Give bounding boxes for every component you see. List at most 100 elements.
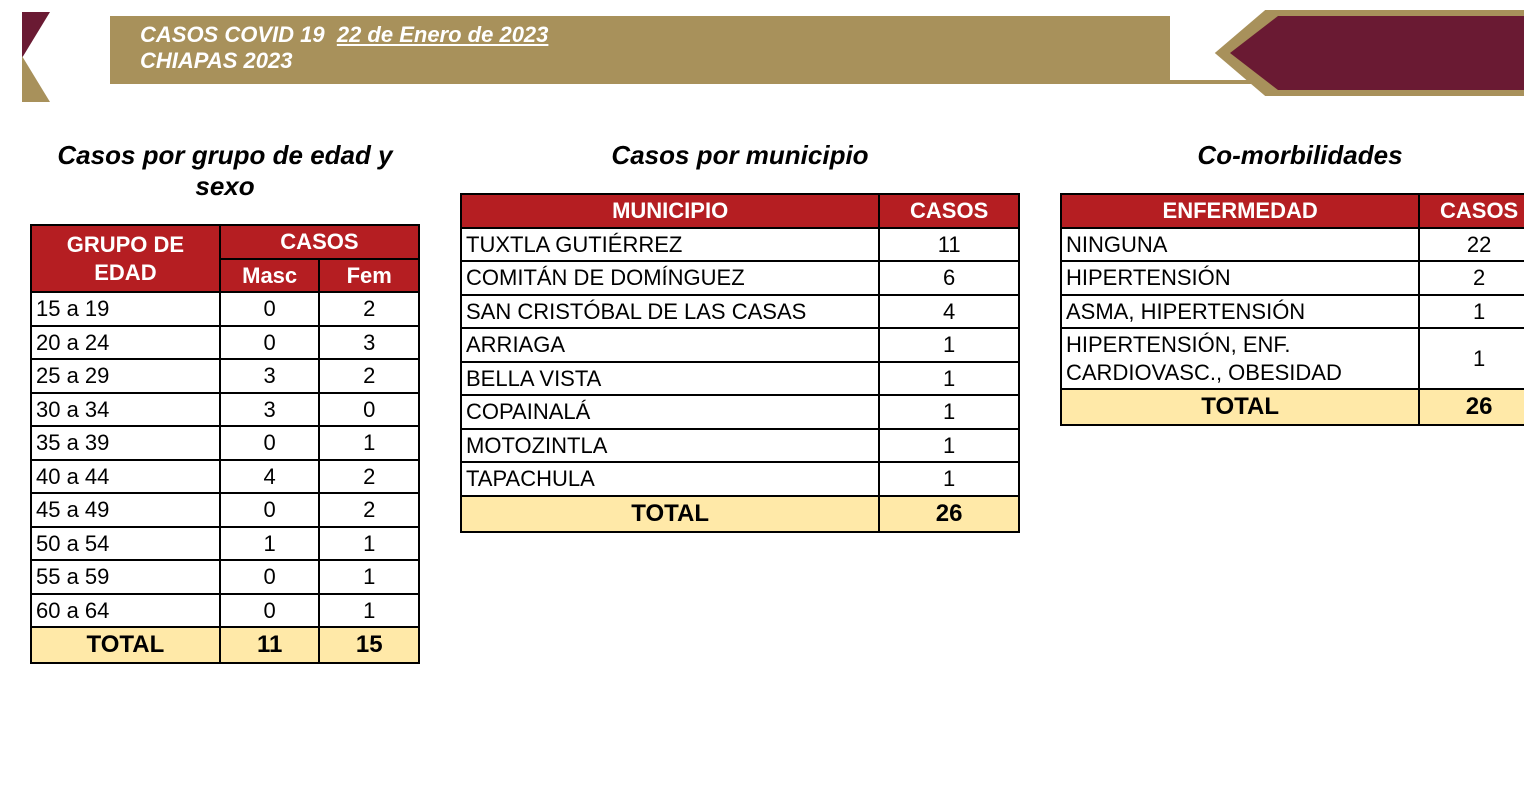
table-row: BELLA VISTA1 xyxy=(461,362,1019,396)
age-cell-fem: 2 xyxy=(319,493,419,527)
age-cell-fem: 2 xyxy=(319,460,419,494)
age-cell-fem: 3 xyxy=(319,326,419,360)
age-cell-masc: 0 xyxy=(220,326,320,360)
table-row: MOTOZINTLA1 xyxy=(461,429,1019,463)
age-cell-fem: 1 xyxy=(319,594,419,628)
age-cell-masc: 3 xyxy=(220,393,320,427)
left-corner-decor xyxy=(22,12,62,102)
age-total-label: TOTAL xyxy=(31,627,220,663)
age-total-masc: 11 xyxy=(220,627,320,663)
age-cell-fem: 2 xyxy=(319,292,419,326)
table-row: COPAINALÁ1 xyxy=(461,395,1019,429)
muni-cell-cases: 1 xyxy=(879,362,1019,396)
age-cell-masc: 3 xyxy=(220,359,320,393)
muni-total-row: TOTAL26 xyxy=(461,496,1019,532)
age-cell-masc: 0 xyxy=(220,493,320,527)
age-th-group: GRUPO DE EDAD xyxy=(31,225,220,292)
table-row: COMITÁN DE DOMÍNGUEZ6 xyxy=(461,261,1019,295)
age-cell-fem: 1 xyxy=(319,560,419,594)
muni-th-cases: CASOS xyxy=(879,194,1019,228)
muni-cell-cases: 1 xyxy=(879,328,1019,362)
table-row: 25 a 2932 xyxy=(31,359,419,393)
panel-age-sex: Casos por grupo de edad y sexo GRUPO DE … xyxy=(30,140,420,664)
age-cell-group: 50 a 54 xyxy=(31,527,220,561)
muni-table: MUNICIPIO CASOS TUXTLA GUTIÉRREZ11COMITÁ… xyxy=(460,193,1020,533)
age-cell-group: 25 a 29 xyxy=(31,359,220,393)
muni-cell-cases: 4 xyxy=(879,295,1019,329)
com-total-value: 26 xyxy=(1419,389,1524,425)
age-cell-group: 35 a 39 xyxy=(31,426,220,460)
muni-cell-cases: 1 xyxy=(879,429,1019,463)
muni-cell-name: MOTOZINTLA xyxy=(461,429,879,463)
age-cell-fem: 0 xyxy=(319,393,419,427)
age-total-row: TOTAL1115 xyxy=(31,627,419,663)
muni-cell-cases: 6 xyxy=(879,261,1019,295)
age-cell-group: 20 a 24 xyxy=(31,326,220,360)
com-th-enf: ENFERMEDAD xyxy=(1061,194,1419,228)
table-row: 55 a 5901 xyxy=(31,560,419,594)
header-band: CASOS COVID 19 22 de Enero de 2023 CHIAP… xyxy=(60,16,1524,92)
age-cell-group: 55 a 59 xyxy=(31,560,220,594)
header-gold-bar: CASOS COVID 19 22 de Enero de 2023 CHIAP… xyxy=(110,16,1170,80)
age-cell-masc: 0 xyxy=(220,292,320,326)
age-cell-fem: 1 xyxy=(319,426,419,460)
com-total-row: TOTAL26 xyxy=(1061,389,1524,425)
muni-th-name: MUNICIPIO xyxy=(461,194,879,228)
table-row: HIPERTENSIÓN2 xyxy=(1061,261,1524,295)
age-total-fem: 15 xyxy=(319,627,419,663)
panel-municipio: Casos por municipio MUNICIPIO CASOS TUXT… xyxy=(460,140,1020,533)
age-cell-group: 15 a 19 xyxy=(31,292,220,326)
muni-cell-name: TUXTLA GUTIÉRREZ xyxy=(461,228,879,262)
table-row: 15 a 1902 xyxy=(31,292,419,326)
muni-cell-name: TAPACHULA xyxy=(461,462,879,496)
table-row: ARRIAGA1 xyxy=(461,328,1019,362)
table-row: NINGUNA22 xyxy=(1061,228,1524,262)
age-cell-group: 30 a 34 xyxy=(31,393,220,427)
header-sub: CHIAPAS 2023 xyxy=(140,48,1150,74)
content-area: Casos por grupo de edad y sexo GRUPO DE … xyxy=(30,140,1504,664)
muni-cell-name: COMITÁN DE DOMÍNGUEZ xyxy=(461,261,879,295)
table-row: 40 a 4442 xyxy=(31,460,419,494)
header-prefix: CASOS COVID 19 xyxy=(140,22,325,47)
table-row: TAPACHULA1 xyxy=(461,462,1019,496)
muni-cell-name: SAN CRISTÓBAL DE LAS CASAS xyxy=(461,295,879,329)
age-th-cases: CASOS xyxy=(220,225,419,259)
muni-cell-cases: 11 xyxy=(879,228,1019,262)
com-cell-name: HIPERTENSIÓN xyxy=(1061,261,1419,295)
age-title: Casos por grupo de edad y sexo xyxy=(30,140,420,202)
table-row: TUXTLA GUTIÉRREZ11 xyxy=(461,228,1019,262)
com-cell-cases: 1 xyxy=(1419,328,1524,389)
age-th-masc: Masc xyxy=(220,259,320,293)
age-cell-group: 40 a 44 xyxy=(31,460,220,494)
muni-title: Casos por municipio xyxy=(611,140,868,171)
age-cell-masc: 0 xyxy=(220,594,320,628)
com-total-label: TOTAL xyxy=(1061,389,1419,425)
table-row: 60 a 6401 xyxy=(31,594,419,628)
table-row: SAN CRISTÓBAL DE LAS CASAS4 xyxy=(461,295,1019,329)
table-row: 30 a 3430 xyxy=(31,393,419,427)
com-table: ENFERMEDAD CASOS NINGUNA22HIPERTENSIÓN2A… xyxy=(1060,193,1524,426)
table-row: HIPERTENSIÓN, ENF. CARDIOVASC., OBESIDAD… xyxy=(1061,328,1524,389)
muni-cell-name: COPAINALÁ xyxy=(461,395,879,429)
com-cell-cases: 22 xyxy=(1419,228,1524,262)
muni-cell-name: BELLA VISTA xyxy=(461,362,879,396)
age-cell-group: 45 a 49 xyxy=(31,493,220,527)
age-th-fem: Fem xyxy=(319,259,419,293)
com-cell-name: HIPERTENSIÓN, ENF. CARDIOVASC., OBESIDAD xyxy=(1061,328,1419,389)
com-cell-cases: 1 xyxy=(1419,295,1524,329)
table-row: 35 a 3901 xyxy=(31,426,419,460)
header-arrow xyxy=(1114,10,1524,96)
table-row: ASMA, HIPERTENSIÓN1 xyxy=(1061,295,1524,329)
com-cell-name: ASMA, HIPERTENSIÓN xyxy=(1061,295,1419,329)
panel-comorb: Co-morbilidades ENFERMEDAD CASOS NINGUNA… xyxy=(1060,140,1524,426)
age-cell-masc: 0 xyxy=(220,560,320,594)
com-title: Co-morbilidades xyxy=(1197,140,1402,171)
muni-total-label: TOTAL xyxy=(461,496,879,532)
age-cell-masc: 4 xyxy=(220,460,320,494)
muni-cell-cases: 1 xyxy=(879,462,1019,496)
com-cell-name: NINGUNA xyxy=(1061,228,1419,262)
age-cell-masc: 1 xyxy=(220,527,320,561)
muni-cell-cases: 1 xyxy=(879,395,1019,429)
header-date: 22 de Enero de 2023 xyxy=(337,22,549,47)
com-th-cases: CASOS xyxy=(1419,194,1524,228)
